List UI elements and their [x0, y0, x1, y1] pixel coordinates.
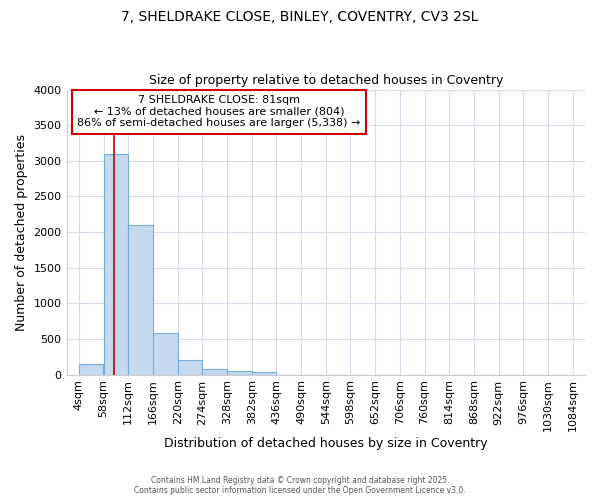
Title: Size of property relative to detached houses in Coventry: Size of property relative to detached ho…	[149, 74, 503, 87]
Bar	[128, 225, 153, 374]
Bar	[178, 360, 202, 374]
X-axis label: Distribution of detached houses by size in Coventry: Distribution of detached houses by size …	[164, 437, 488, 450]
Bar	[202, 369, 227, 374]
Bar	[227, 371, 251, 374]
Bar	[252, 372, 276, 374]
Text: Contains HM Land Registry data © Crown copyright and database right 2025.
Contai: Contains HM Land Registry data © Crown c…	[134, 476, 466, 495]
Text: 7, SHELDRAKE CLOSE, BINLEY, COVENTRY, CV3 2SL: 7, SHELDRAKE CLOSE, BINLEY, COVENTRY, CV…	[121, 10, 479, 24]
Bar	[104, 154, 128, 374]
Bar	[79, 364, 103, 374]
Bar	[153, 334, 178, 374]
Y-axis label: Number of detached properties: Number of detached properties	[15, 134, 28, 330]
Text: 7 SHELDRAKE CLOSE: 81sqm
← 13% of detached houses are smaller (804)
86% of semi-: 7 SHELDRAKE CLOSE: 81sqm ← 13% of detach…	[77, 96, 361, 128]
